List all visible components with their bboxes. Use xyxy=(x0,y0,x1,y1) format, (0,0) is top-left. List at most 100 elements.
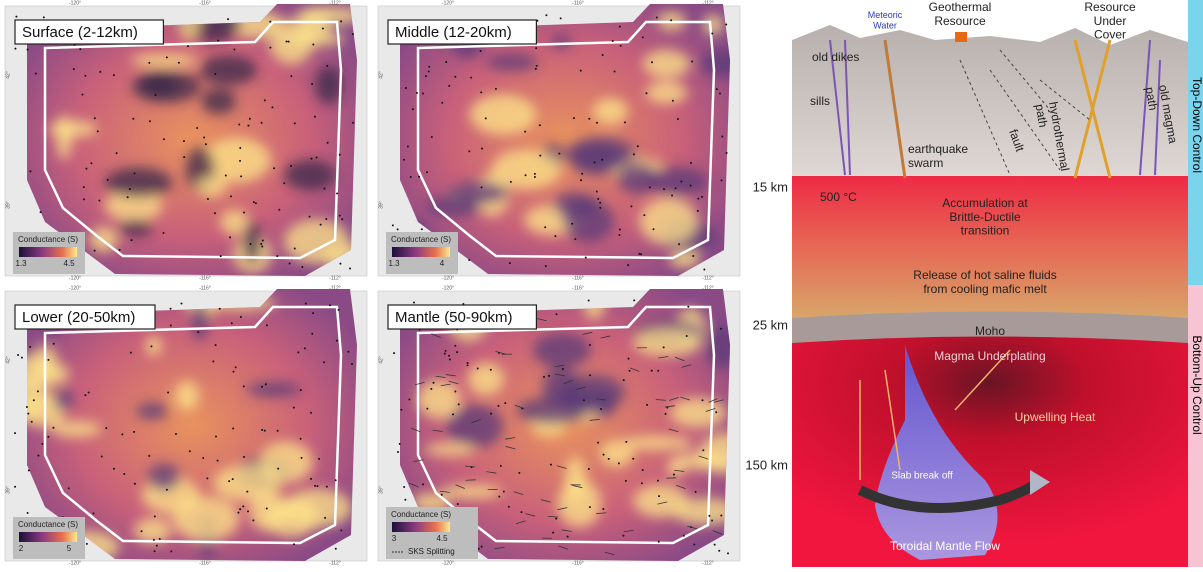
station xyxy=(508,506,510,508)
colorbar-scale xyxy=(392,522,450,532)
station xyxy=(421,228,423,230)
lon-tick-label: -112° xyxy=(702,285,714,291)
station xyxy=(543,376,545,378)
colorbar-scale xyxy=(19,532,77,542)
station xyxy=(620,45,622,47)
station xyxy=(555,313,557,315)
station xyxy=(627,358,629,360)
anomaly xyxy=(470,94,537,135)
station xyxy=(288,41,290,43)
station xyxy=(413,301,415,303)
station xyxy=(264,99,266,101)
station xyxy=(691,60,693,62)
station xyxy=(393,352,395,354)
lon-tick-label: -116° xyxy=(572,0,584,6)
anomaly xyxy=(600,440,634,467)
station xyxy=(687,306,689,308)
station xyxy=(149,120,151,122)
station xyxy=(316,156,318,158)
anomaly xyxy=(441,484,503,499)
station xyxy=(15,16,17,18)
station xyxy=(84,75,86,77)
station xyxy=(29,346,31,348)
station xyxy=(150,345,152,347)
label: Toroidal Mantle Flow xyxy=(890,539,1000,553)
station xyxy=(250,243,252,245)
station xyxy=(153,539,155,541)
station xyxy=(27,512,29,514)
station xyxy=(652,228,654,230)
station xyxy=(428,66,430,68)
colorbar: Conductance (S) 1.3 4 xyxy=(386,232,458,274)
colorbar-label: Conductance (S) xyxy=(18,235,78,244)
anomaly xyxy=(553,192,598,218)
station xyxy=(697,198,699,200)
station xyxy=(580,70,582,72)
station xyxy=(589,374,591,376)
station xyxy=(123,473,125,475)
station xyxy=(329,304,331,306)
station xyxy=(448,355,450,357)
station xyxy=(97,130,99,132)
station xyxy=(467,362,469,364)
anomaly xyxy=(134,518,171,543)
lat-tick-label: 42° xyxy=(5,356,11,364)
station xyxy=(277,430,279,432)
station xyxy=(524,131,526,133)
station xyxy=(657,370,659,372)
station xyxy=(37,455,39,457)
colorbar-tick-label: 4 xyxy=(440,259,445,268)
station xyxy=(252,519,254,521)
station xyxy=(431,136,433,138)
anomaly xyxy=(703,14,723,35)
colorbar-label: Conductance (S) xyxy=(391,235,451,244)
colorbar-tick-label: 2 xyxy=(19,544,24,553)
station xyxy=(14,486,16,488)
station xyxy=(690,185,692,187)
anomaly xyxy=(196,177,227,197)
station xyxy=(701,196,703,198)
station xyxy=(670,19,672,21)
station xyxy=(240,175,242,177)
station xyxy=(719,92,721,94)
station xyxy=(351,363,353,365)
station xyxy=(322,27,324,29)
station xyxy=(170,308,172,310)
station xyxy=(495,88,497,90)
anomaly xyxy=(200,55,258,85)
station xyxy=(629,370,631,372)
station xyxy=(407,146,409,148)
station xyxy=(708,515,710,517)
station xyxy=(154,515,156,517)
station xyxy=(98,200,100,202)
station xyxy=(41,443,43,445)
anomaly xyxy=(48,120,97,137)
station xyxy=(339,154,341,156)
station xyxy=(452,413,454,415)
lat-tick-label: 39° xyxy=(378,201,384,209)
station xyxy=(656,16,658,18)
station xyxy=(715,411,717,413)
station xyxy=(324,517,326,519)
station xyxy=(690,162,692,164)
station xyxy=(116,152,118,154)
lon-tick-label: -112° xyxy=(702,0,714,6)
station xyxy=(297,351,299,353)
anomaly xyxy=(172,496,239,541)
colorbar-tick-label: 1.3 xyxy=(388,259,400,268)
lat-tick-label: 39° xyxy=(5,486,11,494)
station xyxy=(686,335,688,337)
station xyxy=(327,142,329,144)
colorbar-tick-label: 4.5 xyxy=(63,259,75,268)
station xyxy=(727,552,729,554)
station xyxy=(665,413,667,415)
station xyxy=(264,430,266,432)
station xyxy=(310,478,312,480)
station xyxy=(180,303,182,305)
station xyxy=(534,173,536,175)
depth-label: 150 km xyxy=(745,457,788,472)
